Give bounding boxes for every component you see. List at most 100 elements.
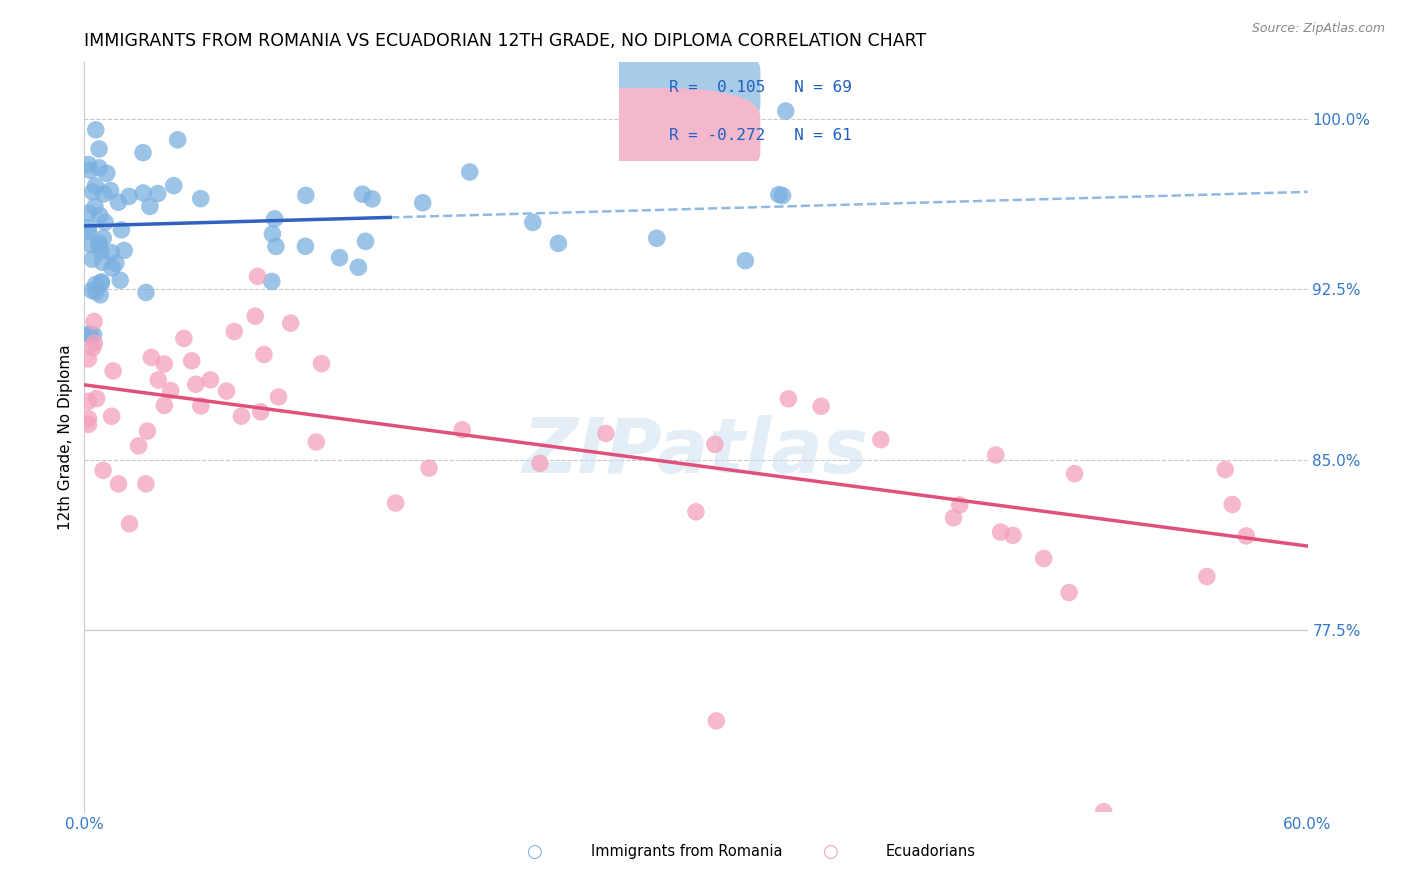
Point <box>184 377 207 392</box>
Point <box>82 185 104 199</box>
Point <box>264 239 287 253</box>
Point <box>135 285 157 300</box>
Point <box>984 448 1007 462</box>
Point <box>451 423 474 437</box>
Point <box>246 269 269 284</box>
Point <box>352 187 374 202</box>
Point <box>166 133 188 147</box>
Point <box>100 183 122 197</box>
Point <box>79 163 101 178</box>
Point <box>1220 498 1243 512</box>
Text: Source: ZipAtlas.com: Source: ZipAtlas.com <box>1251 22 1385 36</box>
Point <box>1001 528 1024 542</box>
Point <box>77 411 100 425</box>
Y-axis label: 12th Grade, No Diploma: 12th Grade, No Diploma <box>58 344 73 530</box>
Point <box>83 336 105 351</box>
Point <box>529 456 551 470</box>
Point <box>458 165 481 179</box>
Point <box>263 211 285 226</box>
Point <box>153 399 176 413</box>
Point <box>136 424 159 438</box>
Point <box>135 476 157 491</box>
Point <box>77 351 100 366</box>
Point <box>89 287 111 301</box>
Point <box>775 103 797 118</box>
Point <box>384 496 406 510</box>
Point <box>112 244 135 258</box>
Point <box>180 353 202 368</box>
Point <box>200 373 222 387</box>
Point <box>132 186 155 200</box>
Point <box>100 245 122 260</box>
Point <box>146 186 169 201</box>
Point <box>79 327 101 342</box>
Point <box>595 426 617 441</box>
Point <box>132 145 155 160</box>
Point <box>361 192 384 206</box>
Point <box>262 227 284 241</box>
Point <box>87 161 110 175</box>
Point <box>87 238 110 252</box>
Point <box>990 525 1012 540</box>
Point <box>104 256 127 270</box>
FancyBboxPatch shape <box>524 88 761 182</box>
Point <box>148 373 170 387</box>
Point <box>100 409 122 424</box>
Point <box>91 463 114 477</box>
Point <box>1063 467 1085 481</box>
Point <box>96 166 118 180</box>
Point <box>107 195 129 210</box>
Point <box>159 384 181 398</box>
Point <box>101 364 124 378</box>
Point <box>260 275 283 289</box>
Point <box>77 206 100 220</box>
Point <box>77 225 100 239</box>
Point <box>768 187 790 202</box>
Point <box>108 273 131 287</box>
Point <box>77 394 100 409</box>
Point <box>1057 585 1080 599</box>
Point <box>1195 569 1218 583</box>
Point <box>90 244 112 258</box>
Text: Ecuadorians: Ecuadorians <box>886 845 976 859</box>
Point <box>77 417 100 432</box>
Point <box>82 341 104 355</box>
Point <box>87 142 110 156</box>
Point <box>84 123 107 137</box>
Point <box>1213 462 1236 476</box>
Point <box>128 439 150 453</box>
Point <box>676 134 699 148</box>
Point <box>139 199 162 213</box>
Point <box>778 392 800 406</box>
Text: IMMIGRANTS FROM ROMANIA VS ECUADORIAN 12TH GRADE, NO DIPLOMA CORRELATION CHART: IMMIGRANTS FROM ROMANIA VS ECUADORIAN 12… <box>84 32 927 50</box>
Point <box>942 510 965 524</box>
Point <box>190 399 212 413</box>
Text: R =  0.105   N = 69: R = 0.105 N = 69 <box>669 80 852 95</box>
Point <box>772 188 794 202</box>
Point <box>77 158 100 172</box>
Point <box>706 714 728 728</box>
Point <box>93 186 115 201</box>
Point <box>91 231 114 245</box>
Point <box>84 200 107 214</box>
Point <box>163 178 186 193</box>
Point <box>949 498 972 512</box>
Point <box>94 215 117 229</box>
Point <box>231 409 253 423</box>
Point <box>141 351 163 365</box>
Point <box>83 327 105 342</box>
Point <box>82 252 104 267</box>
Point <box>86 392 108 406</box>
Point <box>215 384 238 398</box>
Point <box>328 251 350 265</box>
Point <box>1092 805 1115 819</box>
Point <box>267 390 290 404</box>
Text: ○: ○ <box>526 843 543 861</box>
Point <box>91 255 114 269</box>
Point <box>305 435 328 450</box>
Point <box>107 477 129 491</box>
Point <box>80 284 103 298</box>
Point <box>118 516 141 531</box>
Point <box>1234 529 1257 543</box>
Text: Immigrants from Romania: Immigrants from Romania <box>591 845 782 859</box>
